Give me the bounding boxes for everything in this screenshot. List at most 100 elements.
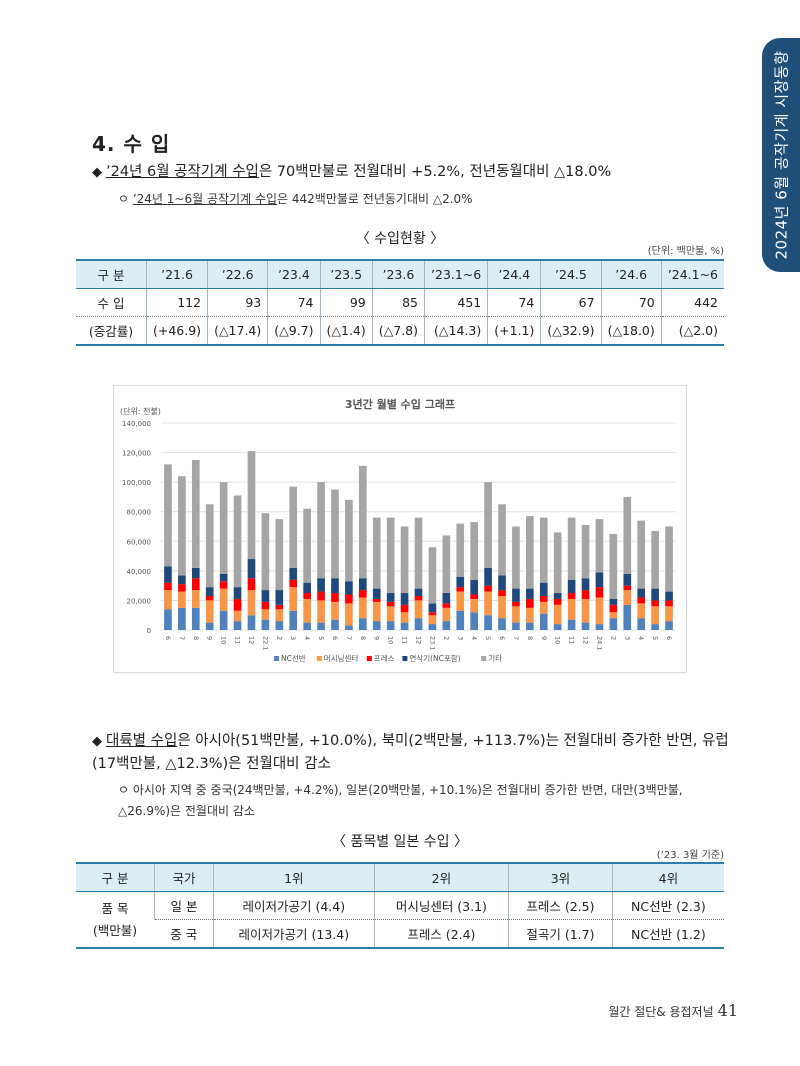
bar-segment: [567, 619, 576, 630]
bar-segment: [414, 595, 423, 601]
bar-segment: [484, 585, 492, 592]
bar-segment: [595, 587, 604, 598]
y-tick-label: 100,000: [122, 479, 151, 487]
bar-segment: [637, 588, 646, 598]
bar-segment: [400, 593, 409, 605]
bar-segment: [386, 517, 395, 594]
t1-cell: 수 입: [76, 288, 147, 317]
bar-segment: [219, 482, 228, 574]
bullet1-text: 은 70백만불로 전월대비 +5.2%, 전년동월대비 △18.0%: [258, 164, 612, 180]
bar-segment: [289, 610, 298, 630]
x-tick-label: 5: [651, 636, 659, 640]
bar-segment: [595, 597, 604, 625]
bar-segment: [512, 606, 520, 623]
bar-segment: [637, 597, 646, 604]
bar-segment: [484, 482, 492, 568]
bar-segment: [581, 525, 590, 579]
x-tick-label: 3: [289, 636, 297, 640]
bar-segment: [595, 572, 604, 588]
bar-segment: [317, 591, 325, 601]
t1-cell: (△9.7): [267, 316, 321, 346]
x-tick-label: 12: [582, 636, 590, 644]
t2-header: 국가: [154, 862, 214, 892]
legend-swatch: [316, 656, 322, 661]
x-tick-label: 7: [178, 636, 186, 640]
bar-segment: [428, 615, 437, 625]
bar-segment: [428, 603, 437, 613]
bar-segment: [414, 618, 423, 630]
t1-header: ’23.1~6: [424, 259, 488, 289]
bar-segment: [456, 610, 465, 630]
bar-segment: [553, 598, 562, 605]
bar-segment: [442, 603, 451, 608]
chart-unit-label: (단위: 천불): [120, 406, 161, 416]
y-tick-label: 60,000: [127, 538, 152, 546]
bar-segment: [414, 588, 423, 596]
legend-swatch: [366, 656, 372, 661]
bar-segment: [345, 581, 353, 595]
t2-cell: 프레스 (2.4): [373, 919, 509, 949]
bar-segment: [233, 610, 242, 622]
bar-segment: [247, 590, 256, 616]
t1-header: ’23.4: [267, 259, 321, 289]
bar-segment: [345, 603, 353, 626]
t1-cell: 93: [207, 288, 268, 317]
bar-segment: [345, 625, 353, 630]
bar-segment: [261, 619, 270, 630]
t2-cell: 머시닝센터 (3.1): [373, 891, 509, 920]
bar-segment: [609, 604, 618, 613]
bar-segment: [539, 595, 548, 602]
bar-segment: [539, 582, 548, 596]
bar-segment: [400, 622, 409, 630]
bar-segment: [470, 522, 479, 580]
x-tick-label: 4: [637, 636, 645, 640]
t1-cell: (△32.9): [540, 316, 602, 346]
bar-segment: [219, 588, 228, 611]
bar-segment: [219, 610, 228, 630]
bar-segment: [191, 459, 200, 568]
bar-segment: [178, 575, 186, 585]
x-tick-label: 3: [456, 636, 464, 640]
bar-segment: [539, 601, 548, 614]
legend-label: NC선반: [281, 654, 306, 663]
bar-segment: [623, 573, 632, 586]
bar-segment: [164, 582, 172, 591]
t1-cell: (증감률): [76, 316, 147, 346]
bar-segment: [526, 598, 534, 608]
bar-segment: [539, 613, 548, 630]
bar-segment: [358, 465, 367, 579]
t2-header: 2위: [373, 862, 509, 892]
t2-header: 구 분: [76, 862, 155, 892]
t2-cell: 절곡기 (1.7): [508, 919, 613, 949]
table1-unit: (단위: 백만불, %): [647, 246, 724, 257]
t2-header: 1위: [213, 862, 375, 892]
x-tick-label: 12: [247, 636, 255, 644]
bar-segment: [205, 622, 214, 630]
bar-segment: [331, 601, 339, 620]
bar-segment: [205, 587, 214, 596]
bar-segment: [372, 588, 381, 599]
bar-segment: [581, 622, 590, 630]
bar-segment: [261, 601, 270, 610]
bar-segment: [386, 601, 395, 607]
x-tick-label: 10: [387, 636, 395, 644]
y-tick-label: 40,000: [127, 568, 152, 576]
x-tick-label: 23.1: [428, 636, 436, 650]
bar-segment: [623, 585, 632, 591]
x-tick-label: 11: [234, 636, 242, 644]
bar-segment: [275, 519, 284, 591]
t2-cell: 프레스 (2.5): [508, 891, 613, 920]
bar-segment: [331, 489, 339, 579]
bar-segment: [498, 590, 506, 596]
bar-segment: [484, 615, 492, 630]
bullet2-text: 은 아시아(51백만불, +10.0%), 북미(2백만불, +113.7%)는…: [92, 733, 729, 772]
bar-segment: [526, 622, 534, 630]
bar-segment: [400, 604, 409, 613]
bar-segment: [164, 590, 172, 610]
bar-segment: [261, 513, 270, 591]
bullet1-underlined: ’24년 6월 공작기계 수입: [106, 164, 259, 180]
x-tick-label: 4: [470, 636, 478, 640]
bar-segment: [651, 530, 659, 589]
x-tick-label: 6: [665, 636, 673, 640]
legend-label: 연삭기(NC포함): [409, 653, 460, 663]
